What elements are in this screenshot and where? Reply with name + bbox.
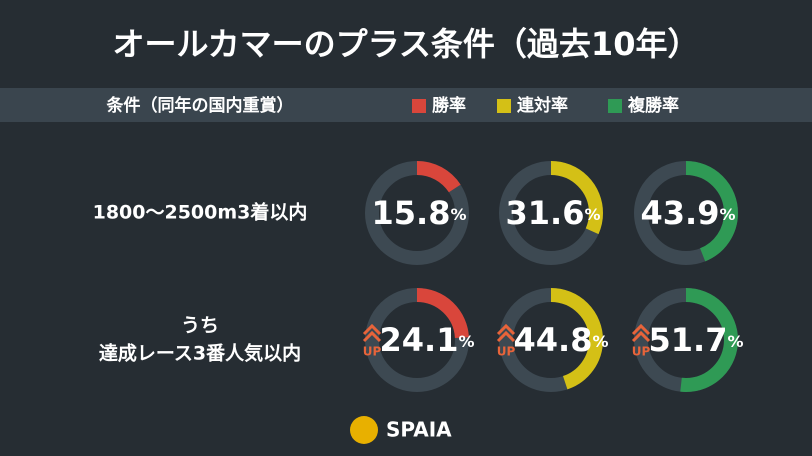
value-unit: % <box>719 205 735 224</box>
legend-swatch <box>608 99 622 113</box>
value-label: 24.1% <box>380 321 475 359</box>
title: オールカマーのプラス条件（過去10年） <box>113 25 700 63</box>
logo-text: SPAIA <box>386 418 452 442</box>
value-label: 43.9% <box>641 194 736 232</box>
value-unit: % <box>458 332 474 351</box>
row-label: 達成レース3番人気以内 <box>99 342 301 365</box>
value-number: 51.7 <box>649 321 728 359</box>
row-label: 1800〜2500m3着以内 <box>93 201 308 224</box>
header-label: 条件（同年の国内重賞） <box>106 95 294 116</box>
donut-arc <box>499 288 603 392</box>
up-chevron <box>631 330 651 343</box>
value-unit: % <box>592 332 608 351</box>
donut-arc <box>499 161 603 265</box>
value-number: 15.8 <box>372 194 451 232</box>
donut-arc <box>365 288 469 392</box>
value-unit: % <box>727 332 743 351</box>
up-chevron <box>496 330 516 343</box>
value-unit: % <box>450 205 466 224</box>
value-number: 44.8 <box>514 321 593 359</box>
up-chevron <box>631 323 651 336</box>
value-label: 51.7% <box>649 321 744 359</box>
header-bar <box>0 88 812 122</box>
legend-label: 連対率 <box>517 95 568 116</box>
legend-label: 勝率 <box>432 95 466 116</box>
value-label: 15.8% <box>372 194 467 232</box>
up-badge: UP <box>497 345 516 359</box>
legend-label: 複勝率 <box>627 95 679 116</box>
row-label: うち <box>181 315 219 337</box>
up-chevron <box>496 323 516 336</box>
donut-arc <box>365 161 469 265</box>
value-number: 24.1 <box>380 321 459 359</box>
value-unit: % <box>584 205 600 224</box>
logo: SPAIA <box>350 416 452 444</box>
legend-swatch <box>497 99 511 113</box>
legend-swatch <box>412 99 426 113</box>
value-label: 31.6% <box>506 194 601 232</box>
up-badge: UP <box>632 345 651 359</box>
value-label: 44.8% <box>514 321 609 359</box>
donut-arc <box>634 161 738 265</box>
up-chevron <box>362 323 382 336</box>
logo-icon <box>350 416 378 444</box>
value-number: 31.6 <box>506 194 585 232</box>
up-chevron <box>362 330 382 343</box>
value-number: 43.9 <box>641 194 720 232</box>
up-badge: UP <box>363 345 382 359</box>
donut-arc <box>634 288 738 392</box>
